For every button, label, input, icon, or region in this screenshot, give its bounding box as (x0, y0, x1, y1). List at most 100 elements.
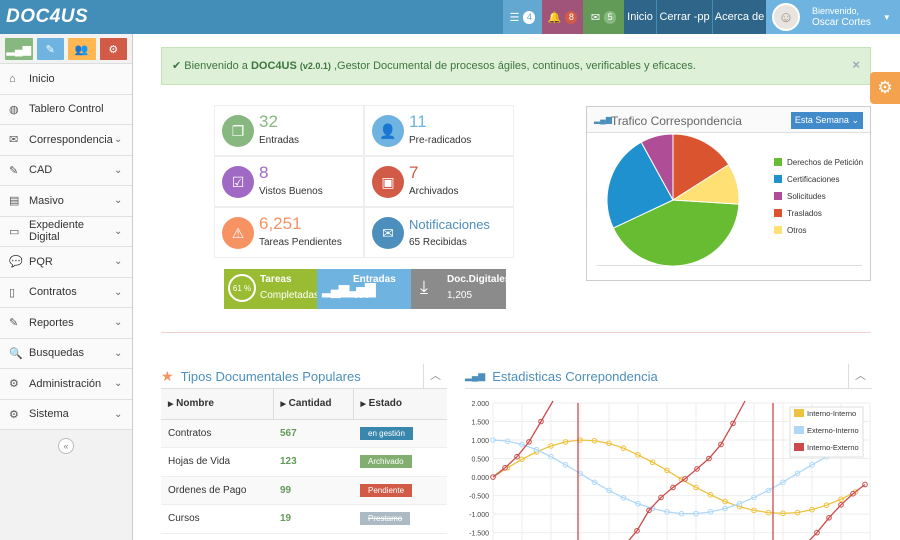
file-icon: ▯ (9, 286, 16, 299)
section-divider (161, 332, 871, 333)
stats-shortcut-button[interactable]: ▂▄▆ (5, 38, 33, 60)
collapse-button[interactable]: ︿ (848, 364, 872, 388)
sidebar-item-inicio[interactable]: ⌂ Inicio (0, 64, 132, 95)
legend-label: Certificaciones (787, 175, 840, 184)
messages-button[interactable]: ✉ 5 (583, 0, 624, 34)
caret-right-icon: ▶ (360, 401, 366, 409)
tile-doc-digitales[interactable]: ⤓ Doc.Digitales 1,205 (411, 269, 510, 309)
stat-vistos-buenos[interactable]: ☑ 8 Vistos Buenos (214, 156, 364, 207)
cell-nombre: Cursos (161, 504, 273, 534)
cerrar-link[interactable]: Cerrar -pp (657, 0, 712, 34)
sidebar-item-label: Correspondencia (29, 133, 113, 146)
signal-icon: ▂▄▆ (6, 43, 32, 56)
edit-shortcut-button[interactable]: ✎ (36, 38, 64, 60)
cell-cantidad: 123 (273, 447, 353, 477)
legend-swatch (774, 158, 782, 166)
shortcut-buttons: ▂▄▆ ✎ 👥 ⚙ (0, 34, 132, 64)
table-row[interactable]: Contratos 567 en gestión (161, 419, 447, 448)
sidebar-item-label: Busquedas (29, 347, 85, 360)
header-label: Cantidad (288, 398, 332, 410)
table-row[interactable]: Ordenes de Pago 99 Pendiente (161, 476, 447, 505)
stat-notificaciones[interactable]: ✉ Notificaciones 65 Recibidas (364, 207, 514, 258)
sidebar-item-contratos[interactable]: ▯ Contratos ⌄ (0, 277, 132, 308)
pencil-icon: ✎ (45, 43, 55, 56)
cell-estado: en gestión (353, 419, 447, 448)
sidebar-item-cad[interactable]: ✎ CAD ⌄ (0, 155, 132, 186)
tasks-button[interactable]: ☰ 4 (503, 0, 542, 34)
cell-estado: Prestamo (353, 504, 447, 534)
bar-chart-icon: ▂▄▆▃▅▇ (322, 281, 376, 297)
settings-shortcut-button[interactable]: ⚙ (99, 38, 127, 60)
stat-entradas[interactable]: ❐ 32 Entradas (214, 105, 364, 156)
cell-cantidad: 19 (273, 504, 353, 534)
legend-label: Solicitudes (787, 192, 826, 201)
sidebar-item-label: Masivo (29, 194, 64, 207)
week-dropdown[interactable]: Esta Semana ⌄ (790, 112, 863, 129)
notifications-badge: 8 (565, 10, 578, 24)
settings-gear-button[interactable]: ⚙ (870, 72, 900, 104)
cogs-icon: ⚙ (108, 43, 119, 56)
dropdown-label: Esta Semana (794, 115, 849, 125)
table-header-row: ▶ Nombre ▶ Cantidad ▶ Estado (161, 389, 447, 420)
users-shortcut-button[interactable]: 👥 (68, 38, 96, 60)
stat-number: 32 (259, 112, 278, 131)
chevron-down-icon: ⌄ (114, 256, 123, 268)
chevron-down-icon: ⌄ (114, 317, 123, 329)
signal-icon: ▂▄▆ (465, 370, 486, 381)
tipos-title: Tipos Documentales Populares (180, 368, 361, 384)
acerca-link[interactable]: Acerca de (713, 0, 766, 34)
check-icon: ✔ (172, 60, 182, 72)
inicio-link[interactable]: Inicio (624, 0, 656, 34)
checkbox-icon: ☑ (222, 166, 254, 198)
status-badge: Pendiente (360, 483, 413, 497)
tipos-body: Contratos 567 en gestión Hojas de Vida 123 Ar… (161, 419, 447, 534)
column-header-cantidad[interactable]: ▶ Cantidad (272, 389, 353, 420)
cog-icon: ⚙ (9, 408, 19, 421)
column-header-estado[interactable]: ▶ Estado (352, 389, 447, 420)
sidebar-item-reportes[interactable]: ✎ Reportes ⌄ (0, 308, 132, 339)
users-icon: 👥 (74, 43, 89, 56)
sidebar-item-tablero[interactable]: ◍ Tablero Control (0, 94, 132, 125)
tile-entradas[interactable]: ▂▄▆▃▅▇ Entradas 650 (317, 269, 411, 309)
legend-swatch (774, 226, 782, 234)
close-icon[interactable]: × (852, 57, 860, 72)
tile-tareas[interactable]: 61 % Tareas Completadas (224, 269, 319, 309)
traffic-header: ▂▄▆ Trafico Correspondencia Esta Semana … (587, 107, 870, 133)
table-row[interactable]: Hojas de Vida 123 Archivado (161, 447, 447, 477)
table-row[interactable]: Cursos 19 Prestamo (161, 504, 447, 534)
stat-number: 7 (409, 163, 419, 182)
estadisticas-title: Estadisticas Correpondencia (492, 368, 658, 384)
stat-number: 6,251 (259, 214, 302, 233)
traffic-title: Trafico Correspondencia (611, 114, 742, 128)
notifications-button[interactable]: 🔔 8 (542, 0, 583, 34)
tile-title: Doc.Digitales (447, 274, 511, 285)
stat-label: Archivados (409, 186, 459, 197)
app-logo[interactable]: DOC4US (6, 6, 89, 27)
stat-label: Pre-radicados (409, 135, 472, 146)
sidebar-item-expediente[interactable]: ▭ Expediente Digital ⌄ (0, 216, 132, 247)
sidebar-item-sistema[interactable]: ⚙ Sistema ⌄ (0, 399, 132, 430)
pie-legend-item: Otros (774, 226, 807, 235)
status-badge: Archivado (360, 455, 412, 469)
stat-archivados[interactable]: ▣ 7 Archivados (364, 156, 514, 207)
top-navbar: DOC4US ☰ 4 🔔 8 ✉ 5 Inicio Cerrar -pp Ace… (0, 0, 900, 34)
user-menu[interactable]: ☺ Bienvenido, Oscar Cortes ▼ (766, 0, 900, 34)
folder-icon: ▭ (9, 225, 20, 238)
estadisticas-header: ▂▄▆ Estadisticas Correpondencia ︿ (465, 364, 872, 389)
sidebar-item-masivo[interactable]: ▤ Masivo ⌄ (0, 186, 132, 217)
sidebar-item-busquedas[interactable]: 🔍 Busquedas ⌄ (0, 338, 132, 369)
stat-tareas-pendientes[interactable]: ⚠ 6,251 Tareas Pendientes (214, 207, 364, 258)
search-icon: 🔍 (9, 347, 23, 360)
sidebar-collapse-button[interactable]: « (58, 438, 74, 454)
stat-preradicados[interactable]: 👤 11 Pre-radicados (364, 105, 514, 156)
caret-right-icon: ▶ (280, 401, 286, 409)
sidebar-item-correspondencia[interactable]: ✉ Correspondencia ⌄ (0, 125, 132, 156)
sidebar-item-administracion[interactable]: ⚙ Administración ⌄ (0, 369, 132, 400)
cell-nombre: Hojas de Vida (161, 447, 273, 477)
caret-right-icon: ▶ (168, 401, 174, 409)
envelope-icon: ✉ (9, 134, 19, 147)
legend-label: Derechos de Petición (787, 158, 864, 167)
sidebar-item-pqr[interactable]: 💬 PQR ⌄ (0, 247, 132, 278)
column-header-nombre[interactable]: ▶ Nombre (161, 389, 273, 420)
collapse-button[interactable]: ︿ (423, 364, 447, 388)
